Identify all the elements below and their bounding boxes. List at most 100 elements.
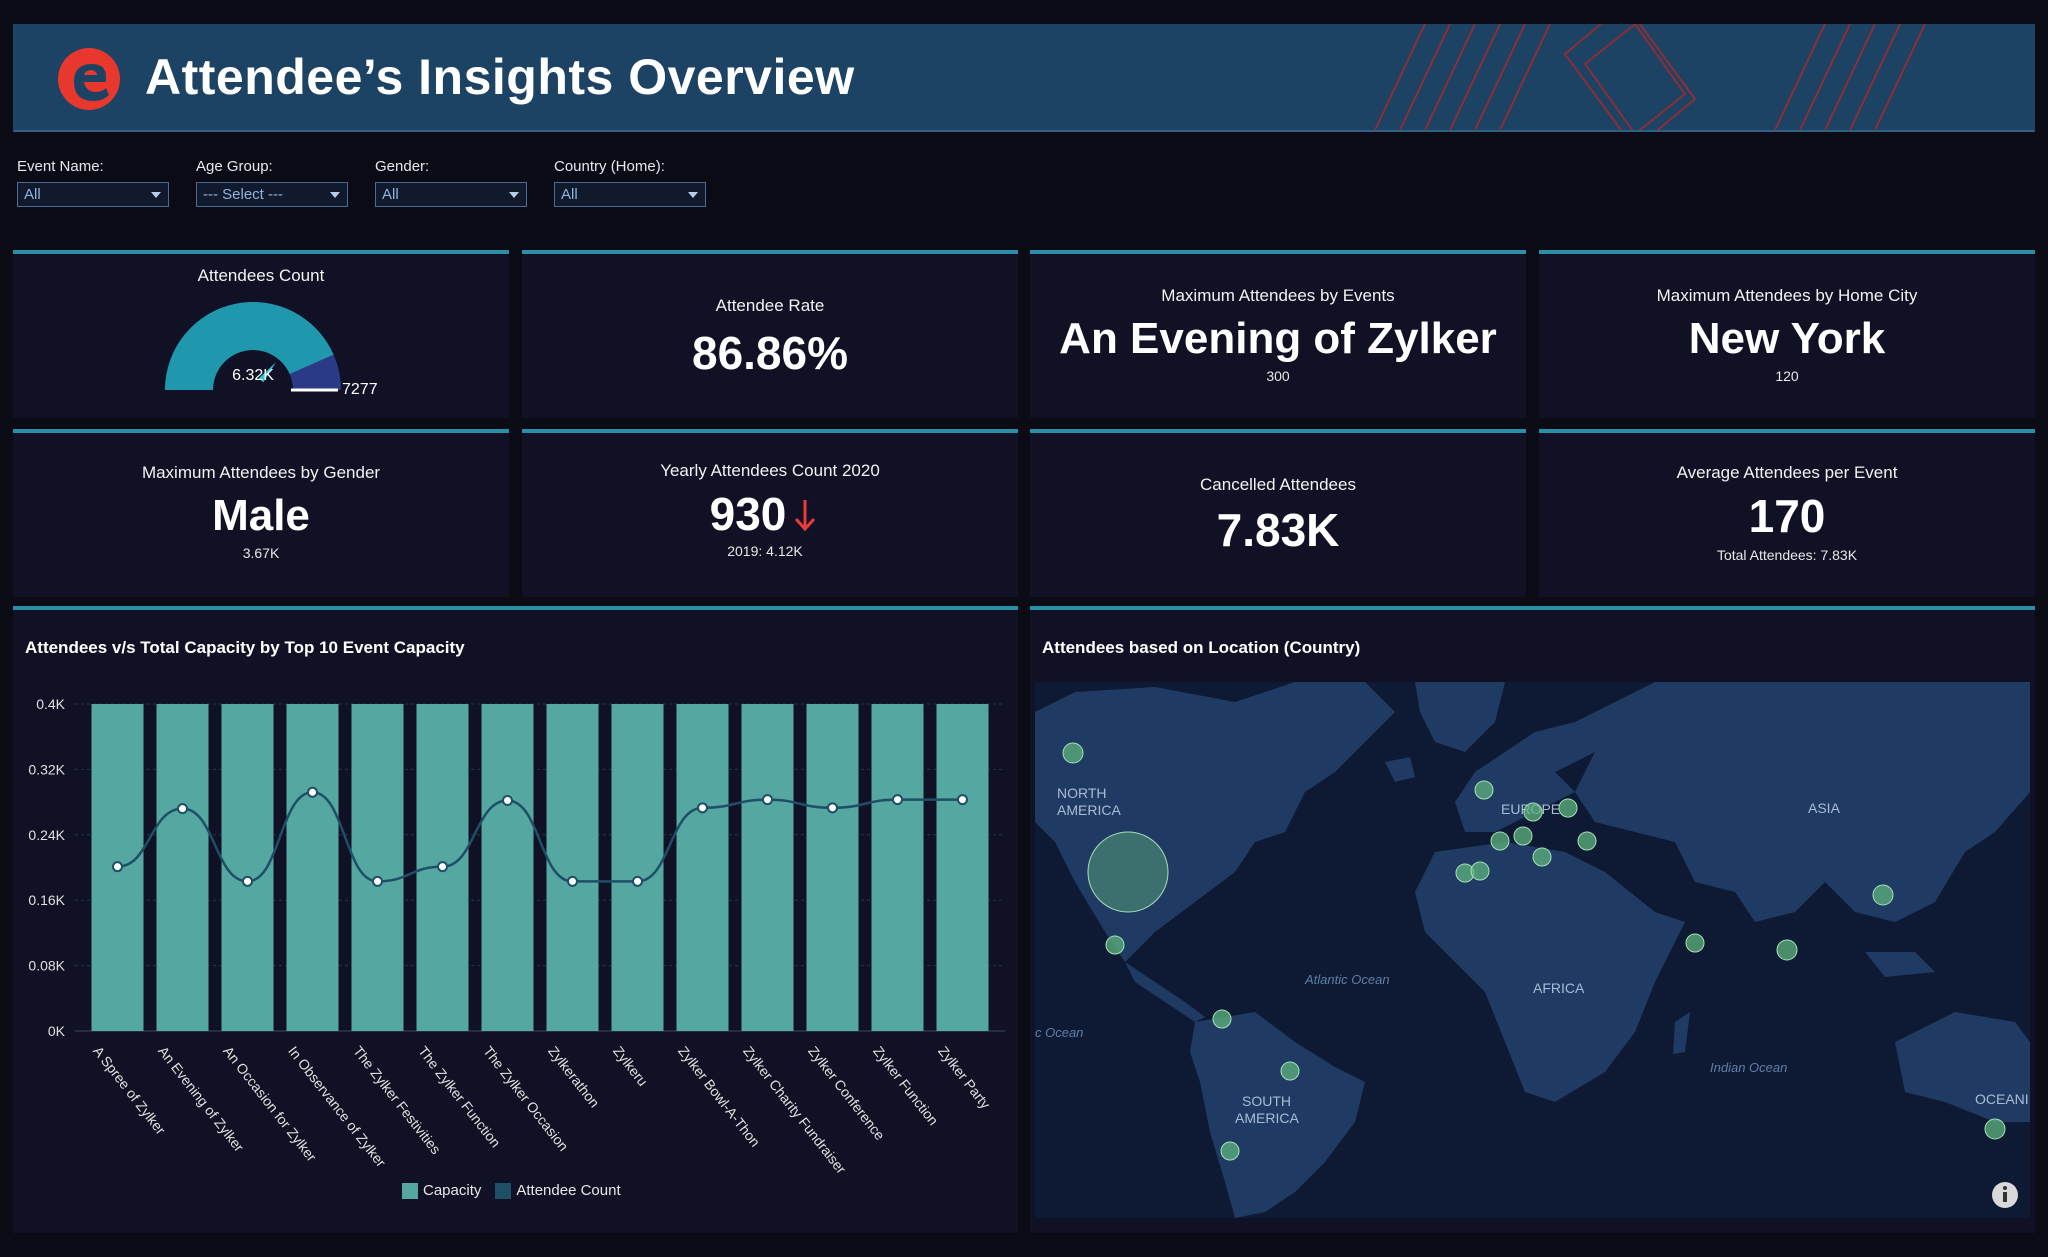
capacity-bar[interactable] <box>351 704 404 1031</box>
kpi-value: New York <box>1688 314 1886 363</box>
country-select[interactable]: All <box>554 182 706 207</box>
kpi-yearly[interactable]: Yearly Attendees Count 2020 930 2019: 4.… <box>522 429 1018 597</box>
y-tick-label: 0.32K <box>28 761 65 777</box>
header-decoration <box>1374 24 1926 130</box>
map-bubble[interactable] <box>1513 826 1533 846</box>
kpi-value: 930 <box>709 488 787 540</box>
map-bubble[interactable] <box>1087 831 1169 913</box>
attendee-count-point[interactable] <box>567 875 578 887</box>
kpi-value: 170 <box>1748 490 1826 542</box>
select-value: All <box>24 186 41 203</box>
attendee-count-point[interactable] <box>697 802 708 814</box>
map-bubble[interactable] <box>1558 798 1578 818</box>
select-value: All <box>561 186 578 203</box>
attendee-count-point[interactable] <box>307 786 318 798</box>
kpi-sub: Total Attendees: 7.83K <box>1716 547 1858 563</box>
capacity-bar[interactable] <box>221 704 274 1031</box>
filter-label: Event Name: <box>17 158 104 175</box>
filter-label: Gender: <box>375 158 430 175</box>
chevron-down-icon <box>509 192 519 198</box>
y-tick-label: 0.16K <box>28 892 65 908</box>
attendee-count-point[interactable] <box>502 794 513 806</box>
y-tick-label: 0.24K <box>28 827 65 843</box>
age-group-select[interactable]: --- Select --- <box>196 182 348 207</box>
kpi-sub: 3.67K <box>242 545 280 561</box>
map-bubble[interactable] <box>1577 831 1597 851</box>
kpi-attendees-count[interactable]: Attendees Count 6.32K 7277 <box>13 250 509 418</box>
map-bubble[interactable] <box>1490 831 1510 851</box>
attendee-count-point[interactable] <box>957 794 968 806</box>
filter-gender: Gender: All <box>375 158 527 207</box>
map-bubble[interactable] <box>1872 884 1894 906</box>
y-tick-label: 0.4K <box>36 696 65 712</box>
map-bubble[interactable] <box>1062 742 1084 764</box>
map-label: OCEANI <box>1975 1091 2029 1107</box>
map-labels: NORTH AMERICA EUROPE ASIA AFRICA SOUTH A… <box>1057 785 2029 1126</box>
kpi-attendee-rate[interactable]: Attendee Rate 86.86% <box>522 250 1018 418</box>
kpi-label: Maximum Attendees by Home City <box>1656 286 1918 305</box>
filter-age-group: Age Group: --- Select --- <box>196 158 348 207</box>
land-masses <box>1035 682 2030 1218</box>
x-tick-label: Zylkerathon <box>545 1043 603 1110</box>
kpi-label: Average Attendees per Event <box>1676 463 1898 482</box>
info-icon[interactable] <box>1992 1182 2018 1208</box>
kpi-max-by-events[interactable]: Maximum Attendees by Events An Evening o… <box>1030 250 1526 418</box>
map-bubble[interactable] <box>1685 933 1705 953</box>
filter-label: Age Group: <box>196 158 273 175</box>
map-bubble[interactable] <box>1280 1061 1300 1081</box>
ocean-label: c Ocean <box>1035 1025 1083 1040</box>
capacity-bar[interactable] <box>936 704 989 1031</box>
map-bubble[interactable] <box>1984 1118 2006 1140</box>
gender-select[interactable]: All <box>375 182 527 207</box>
attendee-count-point[interactable] <box>632 875 643 887</box>
chart-legend: Capacity Attendee Count <box>402 1182 627 1199</box>
attendee-count-point[interactable] <box>372 875 383 887</box>
world-map[interactable]: NORTH AMERICA EUROPE ASIA AFRICA SOUTH A… <box>1035 682 2030 1218</box>
attendees-gauge: 6.32K 7277 <box>165 301 378 398</box>
kpi-average[interactable]: Average Attendees per Event 170 Total At… <box>1539 429 2035 597</box>
map-label: NORTH <box>1057 785 1107 801</box>
page-title: Attendee’s Insights Overview <box>145 49 855 105</box>
legend-item-attendee-count[interactable]: Attendee Count <box>495 1182 621 1199</box>
map-bubble[interactable] <box>1474 780 1494 800</box>
kpi-value: An Evening of Zylker <box>1059 314 1497 363</box>
capacity-bar[interactable] <box>871 704 924 1031</box>
capacity-vs-attendees-chart: 0.4K 0.32K 0.24K 0.16K 0.08K 0K A Spree of Zyl… <box>28 696 1005 1177</box>
capacity-bar[interactable] <box>676 704 729 1031</box>
map-bubble[interactable] <box>1523 802 1543 822</box>
chevron-down-icon <box>151 192 161 198</box>
gauge-needle <box>258 362 276 383</box>
kpi-label: Attendee Rate <box>715 296 825 315</box>
attendee-count-point[interactable] <box>437 861 448 873</box>
map-bubble[interactable] <box>1220 1141 1240 1161</box>
attendee-count-point[interactable] <box>827 802 838 814</box>
capacity-bar[interactable] <box>806 704 859 1031</box>
capacity-bar[interactable] <box>741 704 794 1031</box>
capacity-bar[interactable] <box>611 704 664 1031</box>
map-bubble[interactable] <box>1105 935 1125 955</box>
kpi-max-by-city[interactable]: Maximum Attendees by Home City New York … <box>1539 250 2035 418</box>
attendee-count-point[interactable] <box>762 794 773 806</box>
kpi-max-by-gender[interactable]: Maximum Attendees by Gender Male 3.67K <box>13 429 509 597</box>
map-bubble[interactable] <box>1532 847 1552 867</box>
attendee-count-point[interactable] <box>177 803 188 815</box>
x-tick-label: Zylker Party <box>935 1043 994 1112</box>
attendee-count-point[interactable] <box>112 861 123 873</box>
attendee-count-point[interactable] <box>242 875 253 887</box>
event-name-select[interactable]: All <box>17 182 169 207</box>
capacity-bar[interactable] <box>481 704 534 1031</box>
kpi-cancelled[interactable]: Cancelled Attendees 7.83K <box>1030 429 1526 597</box>
capacity-bar[interactable] <box>156 704 209 1031</box>
map-bubble[interactable] <box>1776 939 1798 961</box>
capacity-bar[interactable] <box>546 704 599 1031</box>
capacity-bar[interactable] <box>286 704 339 1031</box>
legend-label: Capacity <box>423 1182 482 1199</box>
ocean-label: Indian Ocean <box>1710 1060 1787 1075</box>
kpi-label: Maximum Attendees by Events <box>1161 286 1395 305</box>
map-bubble[interactable] <box>1212 1009 1232 1029</box>
kpi-sub: 120 <box>1775 368 1799 384</box>
legend-item-capacity[interactable]: Capacity <box>402 1182 481 1199</box>
eventbrite-e-logo[interactable] <box>54 44 124 114</box>
attendee-count-point[interactable] <box>892 794 903 806</box>
map-bubble[interactable] <box>1470 861 1490 881</box>
